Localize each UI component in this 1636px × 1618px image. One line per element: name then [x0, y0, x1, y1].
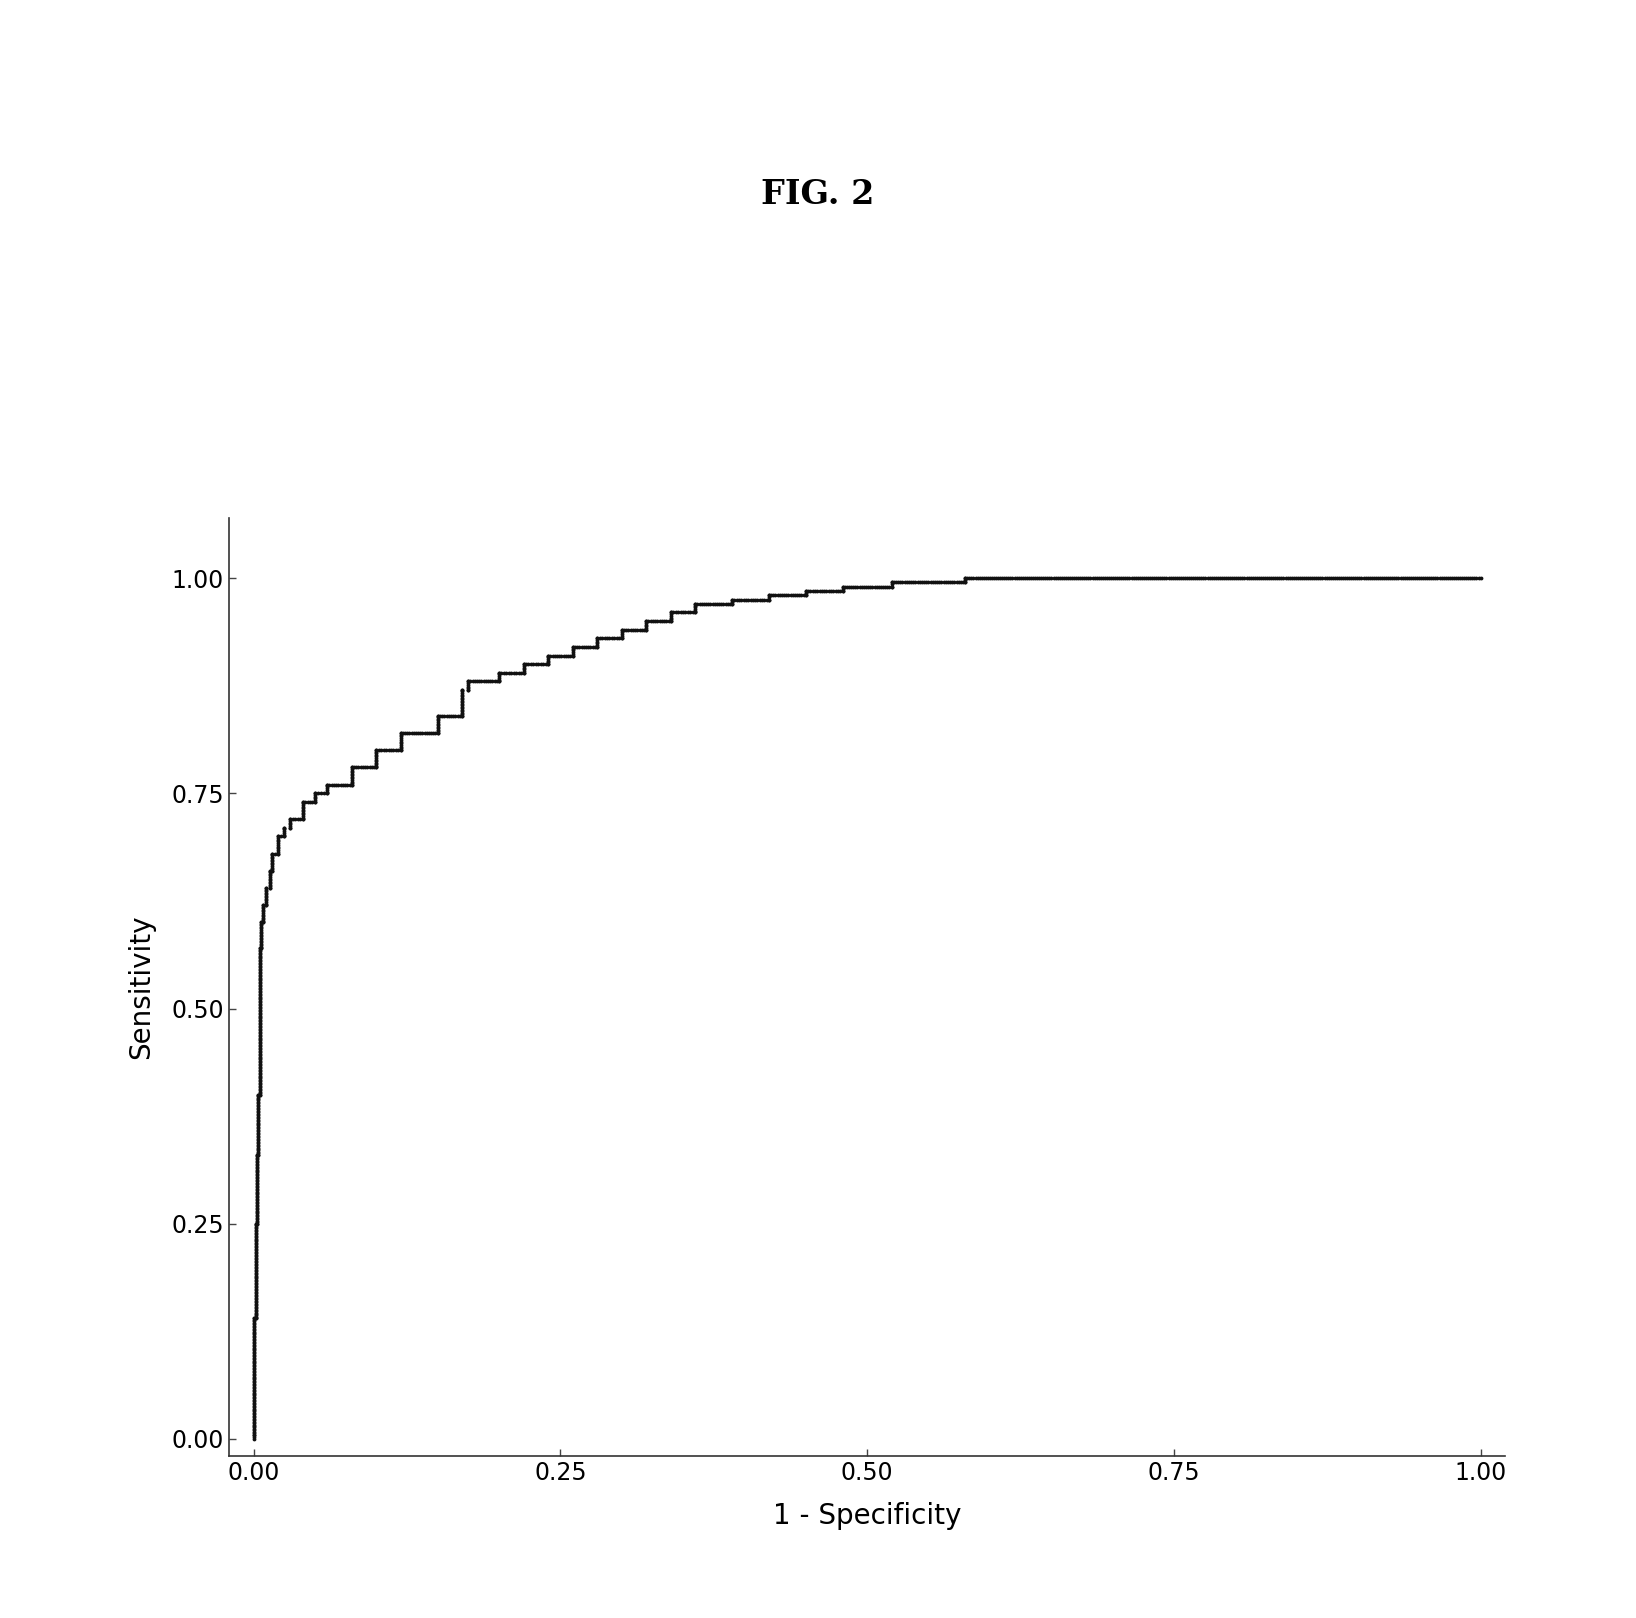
Text: FIG. 2: FIG. 2	[761, 178, 875, 210]
Y-axis label: Sensitivity: Sensitivity	[128, 914, 155, 1060]
X-axis label: 1 - Specificity: 1 - Specificity	[772, 1502, 962, 1529]
